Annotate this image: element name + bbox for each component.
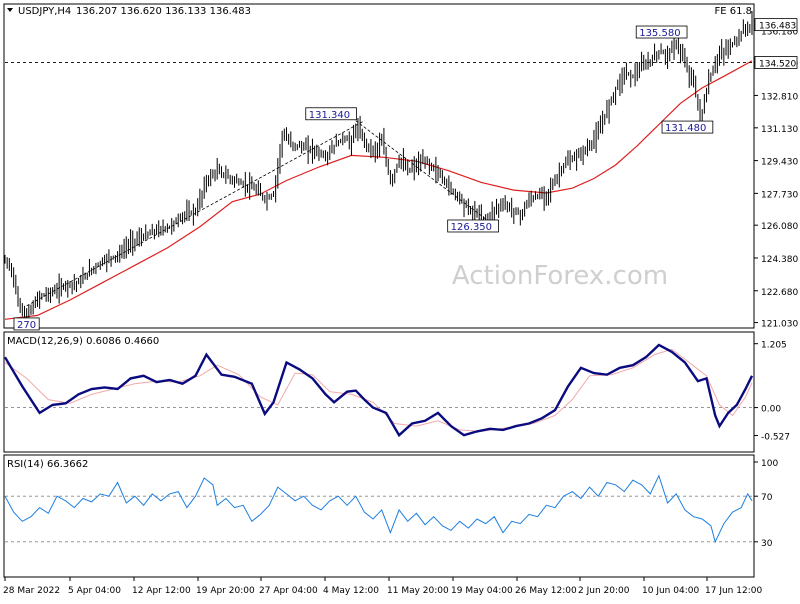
- fe-label: FE 61.8: [714, 6, 752, 17]
- macd-y-axis: 1.205 0.00 -0.527: [754, 341, 790, 443]
- time-axis-label: 11 May 20:00: [387, 586, 449, 596]
- price-y-tick-label: 122.680: [761, 288, 798, 298]
- price-y-tick-label: 126.080: [761, 222, 798, 232]
- price-annotation-label: 270: [17, 320, 36, 331]
- rsi-y-tick-label: 70: [761, 493, 773, 503]
- time-axis-label: 10 Jun 04:00: [642, 586, 699, 596]
- brand-watermark: ActionForex.com: [452, 261, 668, 291]
- price-annotations: 131.340 126.350 135.580 131.480 270: [13, 25, 714, 331]
- price-annotation-label: 131.480: [665, 123, 706, 134]
- price-y-tick-label: 127.730: [761, 190, 798, 200]
- price-annotation-label: 126.350: [451, 222, 492, 233]
- price-y-tick-label: 136.180: [761, 27, 798, 37]
- support-line: 134.520 136.483: [5, 18, 798, 69]
- price-y-tick-label: 129.430: [761, 158, 798, 168]
- support-price-label: 134.520: [759, 59, 796, 69]
- macd-signal-line: [4, 348, 753, 432]
- rsi-lines: [4, 474, 754, 544]
- price-annotation-box: [305, 107, 357, 121]
- rsi-panel: 100 70 30 RSI(14) 66.3662: [3, 454, 778, 578]
- rsi-y-tick-label: 30: [761, 539, 773, 549]
- price-y-tick-label: 121.030: [761, 320, 798, 330]
- rsi-title: RSI(14) 66.3662: [7, 459, 88, 470]
- price-panel: 136.180 134.520 132.810 131.130 129.430 127.7…: [3, 3, 798, 331]
- chart-title: USDJPY,H4: [18, 6, 71, 17]
- price-annotation-box: [635, 25, 688, 39]
- time-axis-label: 28 Mar 2022: [3, 586, 60, 596]
- price-bars: [4, 11, 753, 320]
- dropdown-triangle-icon: [7, 8, 13, 12]
- macd-title: MACD(12,26,9) 0.6086 0.4660: [7, 336, 159, 347]
- price-annotation-label: 131.340: [309, 110, 350, 121]
- time-axis-label: 19 Apr 20:00: [196, 586, 255, 596]
- time-axis-label: 4 May 12:00: [323, 586, 379, 596]
- rsi-y-tick-label: 100: [761, 459, 778, 469]
- macd-y-tick-label: -0.527: [761, 433, 790, 443]
- price-y-tick-label: 132.810: [761, 92, 798, 102]
- last-price-label: 136.483: [759, 22, 796, 32]
- time-axis-label: 27 Apr 04:00: [259, 586, 318, 596]
- macd-y-tick-label: 1.205: [761, 341, 787, 351]
- support-price-tag: [754, 56, 798, 69]
- time-axis-label: 2 Jun 20:00: [578, 586, 630, 596]
- time-axis-label: 5 Apr 04:00: [68, 586, 121, 596]
- time-axis-label: 12 Apr 12:00: [132, 586, 191, 596]
- last-price-tag: [754, 18, 798, 32]
- price-annotation-box: [13, 317, 40, 331]
- macd-panel: 1.205 0.00 -0.527 MACD(12,26,9) 0.6086 0.4…: [3, 331, 790, 453]
- time-axis-label: 26 May 12:00: [515, 586, 577, 596]
- time-axis-label: 19 May 04:00: [451, 586, 513, 596]
- rsi-line: [4, 474, 753, 544]
- macd-main-line: [3, 343, 754, 438]
- price-annotation-box: [447, 219, 499, 233]
- price-y-tick-label: 131.130: [761, 125, 798, 135]
- time-axis: 28 Mar 2022 5 Apr 04:00 12 Apr 12:00 19 Apr…: [3, 577, 762, 596]
- ohlc-readout: 136.207 136.620 136.133 136.483: [76, 6, 251, 17]
- macd-y-tick-label: 0.00: [761, 405, 781, 415]
- rsi-y-axis: 100 70 30: [754, 459, 778, 549]
- time-axis-label: 17 Jun 12:00: [705, 586, 762, 596]
- price-y-tick-label: 124.380: [761, 255, 798, 265]
- brand-watermark-text: ActionForex.com: [452, 261, 668, 291]
- macd-lines: [3, 343, 754, 438]
- price-annotation-box: [661, 120, 714, 134]
- price-annotation-label: 135.580: [639, 28, 680, 39]
